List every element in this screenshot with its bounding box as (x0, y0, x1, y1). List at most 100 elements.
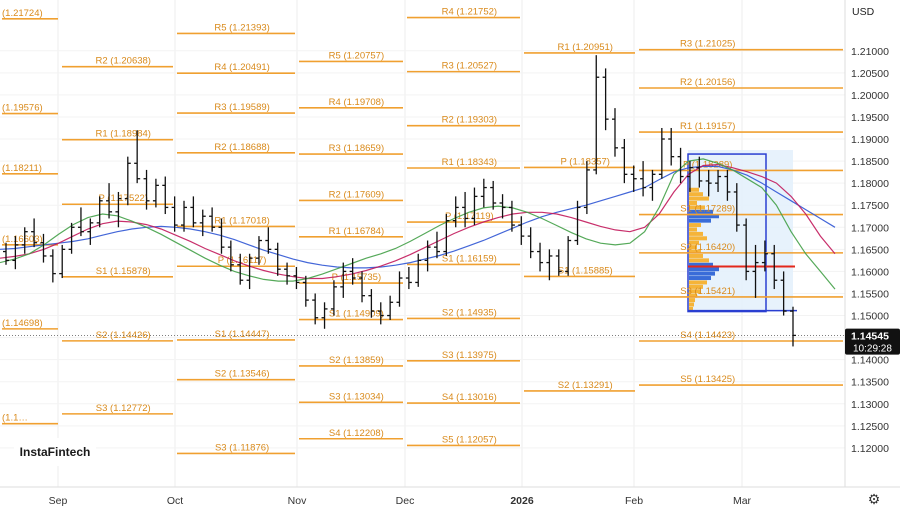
price-tick-label: 1.14000 (851, 355, 889, 367)
price-bar (171, 196, 178, 232)
profile-bar (689, 276, 711, 281)
price-bar (302, 275, 309, 307)
price-bar (21, 227, 28, 254)
price-bar (396, 271, 403, 307)
pivot-label: R1 (1.19157) (680, 121, 735, 132)
pivot-label: (1.1… (2, 413, 28, 424)
price-tick-label: 1.16500 (851, 244, 889, 256)
price-tick-label: 1.20000 (851, 90, 889, 102)
pivot-label: S1 (1.16159) (442, 253, 497, 264)
price-bar (743, 218, 750, 281)
price-bar (246, 253, 253, 290)
last-price-tag (845, 328, 900, 355)
price-bar (508, 200, 515, 232)
pivot-label: S3 (1.12772) (96, 403, 151, 414)
profile-bar (689, 205, 705, 210)
pivot-label: R3 (1.19589) (214, 102, 269, 113)
price-bar (677, 147, 684, 184)
pivot-label: S2 (1.14935) (442, 307, 497, 318)
price-bar (340, 262, 347, 298)
price-bar (31, 218, 38, 248)
profile-bar (689, 280, 707, 285)
price-bar (349, 258, 356, 285)
price-bar (771, 244, 778, 290)
pivot-label: R1 (1.20951) (558, 42, 613, 53)
price-tick-label: 1.17500 (851, 200, 889, 212)
pivot-label: R3 (1.20527) (442, 61, 497, 72)
price-bar (583, 161, 590, 215)
pivot-label: R4 (1.20491) (214, 62, 269, 73)
pivot-label: R2 (1.20156) (680, 77, 735, 88)
price-bar (715, 169, 722, 192)
profile-bar (689, 298, 695, 303)
profile-bar (689, 284, 703, 289)
countdown-timer: 10:29:28 (853, 344, 892, 355)
price-bar (96, 196, 103, 228)
pivot-label: S2 (1.13546) (215, 369, 270, 380)
price-bar (284, 262, 291, 285)
price-bar (143, 169, 150, 210)
price-bar (124, 156, 131, 206)
price-bar (237, 253, 244, 285)
gear-icon[interactable]: ⚙ (867, 490, 881, 507)
pivot-label: R3 (1.21025) (680, 39, 735, 50)
price-bar (87, 218, 94, 245)
pivot-label: S1 (1.15878) (96, 266, 151, 277)
price-bar (724, 169, 731, 201)
pivot-label: R2 (1.19303) (442, 115, 497, 126)
price-bar (415, 253, 422, 287)
pivot-label: R5 (1.21393) (214, 22, 269, 33)
price-bar (733, 183, 740, 232)
profile-bar (689, 271, 715, 276)
profile-bar (689, 236, 707, 241)
price-tick-label: 1.19000 (851, 134, 889, 146)
price-bar (499, 194, 506, 219)
profile-bar (689, 258, 709, 263)
price-bar (274, 242, 281, 276)
price-bar (640, 161, 647, 197)
time-tick-label: Feb (625, 495, 643, 507)
price-bar (190, 196, 197, 228)
price-axis-bg (845, 0, 900, 510)
profile-frame (687, 153, 767, 313)
price-tick-label: 1.17000 (851, 222, 889, 234)
time-tick-label: Nov (288, 495, 307, 507)
price-bar (780, 271, 787, 316)
price-bar (443, 214, 450, 256)
price-bar (218, 218, 225, 254)
price-bar (77, 207, 84, 237)
price-bar (686, 161, 693, 192)
price-bar (134, 130, 141, 184)
pivot-label: S5 (1.13425) (680, 374, 735, 385)
price-bar (537, 242, 544, 272)
currency-label: USD (852, 6, 875, 18)
price-bar (227, 240, 234, 272)
price-tick-label: 1.15500 (851, 288, 889, 300)
price-bar (452, 196, 459, 228)
pivot-label: P (1.17119) (445, 211, 494, 222)
profile-bar (689, 187, 699, 192)
price-bar (209, 207, 216, 232)
price-tick-label: 1.12000 (851, 443, 889, 455)
price-bar (761, 240, 768, 272)
pivot-label: (1.21724) (2, 8, 43, 19)
profile-bar (689, 209, 713, 214)
profile-bar (689, 196, 709, 201)
volume-profile (687, 150, 797, 313)
price-bar (321, 302, 328, 329)
pivot-label: P (1.18357) (561, 156, 610, 167)
price-tick-label: 1.19500 (851, 112, 889, 124)
price-tick-label: 1.21000 (851, 46, 889, 58)
price-bar (555, 249, 562, 276)
profile-bar (689, 245, 697, 250)
price-bar (546, 249, 553, 281)
profile-bar (689, 231, 703, 236)
price-bar (593, 55, 600, 175)
profile-bar (689, 262, 713, 267)
pivot-label: (1.16603) (2, 234, 43, 245)
pivot-label: P (1.15735) (332, 272, 381, 283)
pivot-label: R2 (1.20638) (96, 56, 151, 67)
pivot-label: S3 (1.13034) (329, 391, 384, 402)
